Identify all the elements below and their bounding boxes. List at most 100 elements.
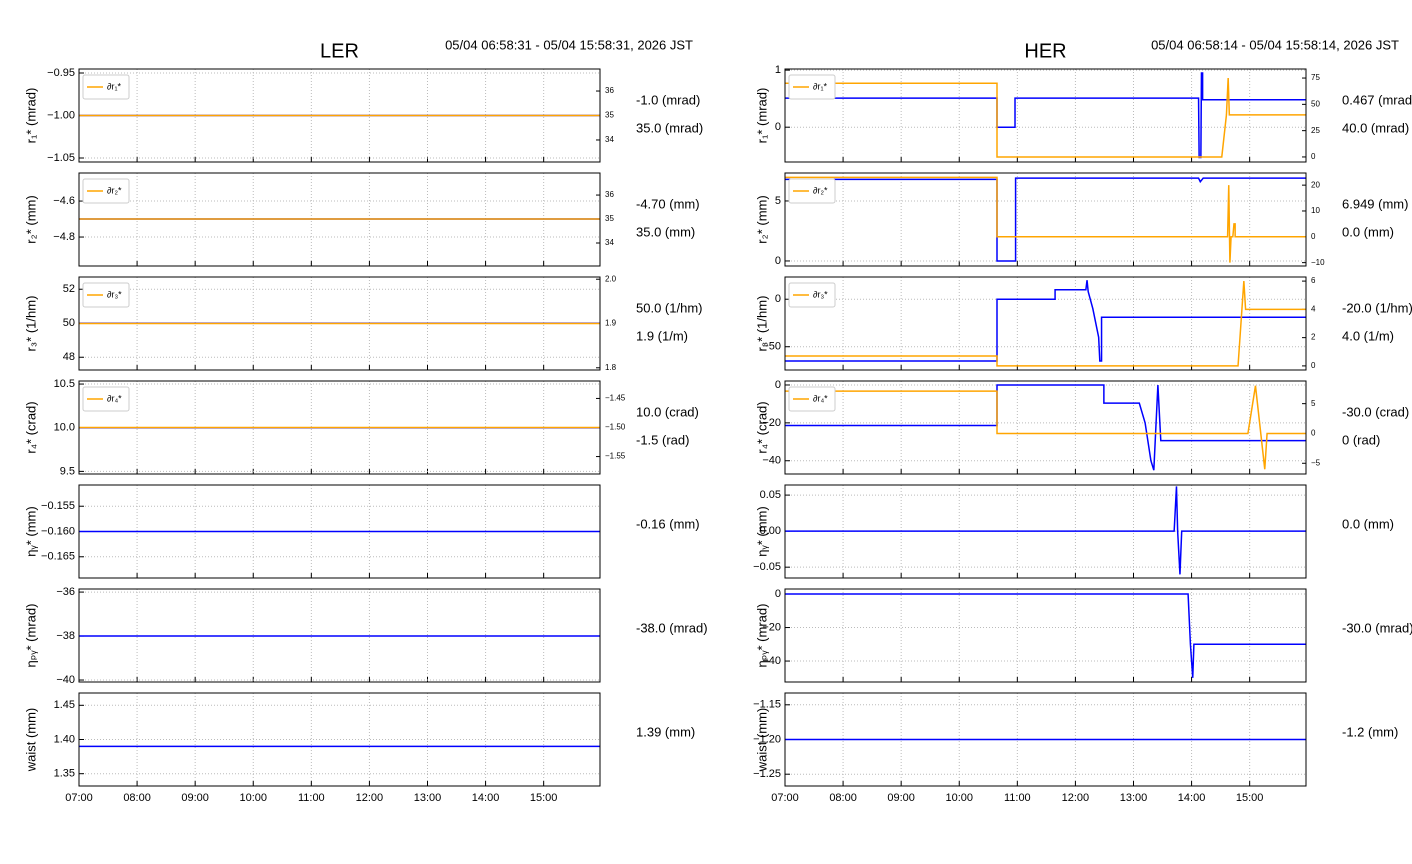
y-axis-label: waist (mm)	[754, 708, 769, 773]
x-tick-label: 15:00	[1236, 792, 1264, 804]
value-readout: -1.5 (rad)	[636, 432, 689, 447]
time-range: 05/04 06:58:31 - 05/04 15:58:31, 2026 JS…	[445, 37, 693, 52]
y-axis-label: ηᵧ* (mm)	[23, 506, 38, 556]
plot-frame	[78, 380, 601, 475]
y-tick-label: 0	[775, 293, 781, 305]
y2-tick-label: 34	[605, 135, 614, 144]
y-tick-label: −1.15	[753, 699, 781, 711]
y-tick-label: 9.5	[60, 465, 75, 477]
y2-tick-label: −1.45	[605, 394, 626, 403]
y-tick-label: 1.40	[54, 733, 75, 745]
y-tick-label: 10.0	[54, 422, 75, 434]
legend-label: ∂r₄*	[813, 393, 828, 403]
value-readout: -1.2 (mm)	[1342, 724, 1398, 739]
value-readout: 35.0 (mm)	[636, 224, 695, 239]
plot-frame	[784, 68, 1307, 163]
y-tick-label: −0.05	[753, 561, 781, 573]
y2-tick-label: −1.55	[605, 452, 626, 461]
y-tick-label: −0.155	[41, 500, 75, 512]
x-tick-label: 07:00	[65, 792, 93, 804]
value-readout: -1.0 (mrad)	[636, 92, 700, 107]
value-readout: -30.0 (mrad)	[1342, 620, 1412, 635]
y-tick-label: 1.45	[54, 699, 75, 711]
legend	[82, 386, 130, 412]
series-line	[785, 593, 1306, 678]
y2-tick-label: 10	[1311, 206, 1320, 215]
y-axis-label: ηₚᵧ* (mrad)	[23, 604, 38, 668]
value-readout: -30.0 (crad)	[1342, 404, 1409, 419]
x-tick-label: 10:00	[945, 792, 973, 804]
y-tick-label: 0.00	[760, 525, 781, 537]
y-axis-label: r₁* (mrad)	[754, 88, 769, 144]
x-tick-label: 11:00	[1004, 792, 1031, 804]
x-tick-label: 12:00	[1062, 792, 1090, 804]
y2-tick-label: 50	[1311, 99, 1320, 108]
y-axis-label: r₃* (1/hm)	[754, 296, 769, 352]
legend-label: ∂r₃*	[813, 289, 828, 299]
y-tick-label: 50	[63, 317, 75, 329]
y2-tick-label: 2.0	[605, 274, 617, 283]
plot-frame	[78, 588, 601, 683]
series-line	[785, 280, 1306, 362]
y2-tick-label: 0	[1311, 152, 1316, 161]
y-tick-label: −40	[762, 455, 781, 467]
x-tick-label: 13:00	[414, 792, 442, 804]
value-readout: 0.0 (mm)	[1342, 516, 1394, 531]
y2-tick-label: −10	[1311, 258, 1325, 267]
x-tick-label: 08:00	[123, 792, 151, 804]
series-line	[785, 385, 1306, 470]
y2-tick-label: 35	[605, 214, 614, 223]
y-axis-label: r₃* (1/hm)	[23, 296, 38, 352]
plot-frame	[784, 692, 1307, 787]
y2-tick-label: 0	[1311, 429, 1316, 438]
x-tick-label: 14:00	[1178, 792, 1206, 804]
y-tick-label: −1.25	[753, 768, 781, 780]
y2-tick-label: 35	[605, 111, 614, 120]
plot-frame	[78, 484, 601, 579]
plot-frame	[784, 172, 1307, 267]
y-tick-label: 0.05	[760, 489, 781, 501]
value-readout: 1.9 (1/m)	[636, 328, 688, 343]
legend-label: ∂r₂*	[813, 185, 828, 195]
y2-tick-label: 34	[605, 238, 614, 247]
legend	[82, 74, 130, 100]
value-readout: 4.0 (1/m)	[1342, 328, 1394, 343]
y-tick-label: −0.160	[41, 525, 75, 537]
y-axis-label: ηᵧ* (mm)	[754, 506, 769, 556]
plot-frame	[78, 692, 601, 787]
x-tick-label: 15:00	[530, 792, 558, 804]
y-tick-label: −4.6	[53, 195, 75, 207]
y2-tick-label: 25	[1311, 126, 1320, 135]
y-tick-label: −36	[56, 586, 75, 598]
value-readout: 0.467 (mrad)	[1342, 92, 1412, 107]
y2-tick-label: 0	[1311, 232, 1316, 241]
time-range: 05/04 06:58:14 - 05/04 15:58:14, 2026 JS…	[1151, 37, 1399, 52]
value-readout: 10.0 (crad)	[636, 404, 699, 419]
y-tick-label: 1.35	[54, 768, 75, 780]
y2-tick-label: 1.9	[605, 319, 617, 328]
plot-frame	[784, 380, 1307, 475]
legend-label: ∂r₄*	[107, 393, 122, 403]
value-readout: 50.0 (1/hm)	[636, 300, 702, 315]
plot-frame	[78, 68, 601, 163]
legend	[788, 178, 836, 204]
legend-label: ∂r₁*	[107, 81, 121, 91]
y2-tick-label: 0	[1311, 361, 1316, 370]
x-tick-label: 09:00	[181, 792, 209, 804]
chart-title: LER	[320, 40, 359, 62]
x-tick-label: 14:00	[472, 792, 500, 804]
y-tick-label: 0	[775, 121, 781, 133]
y-tick-label: 5	[775, 195, 781, 207]
series-line	[785, 78, 1306, 158]
x-tick-label: 12:00	[356, 792, 384, 804]
plot-frame	[784, 276, 1307, 371]
y2-tick-label: 36	[605, 190, 614, 199]
y-tick-label: 48	[63, 351, 75, 363]
y2-tick-label: 1.8	[605, 363, 617, 372]
x-tick-label: 13:00	[1120, 792, 1148, 804]
y-tick-label: −38	[56, 630, 75, 642]
y-axis-label: waist (mm)	[23, 708, 38, 773]
y-tick-label: −1.20	[753, 733, 781, 745]
y-axis-label: r₂* (mm)	[23, 195, 38, 243]
